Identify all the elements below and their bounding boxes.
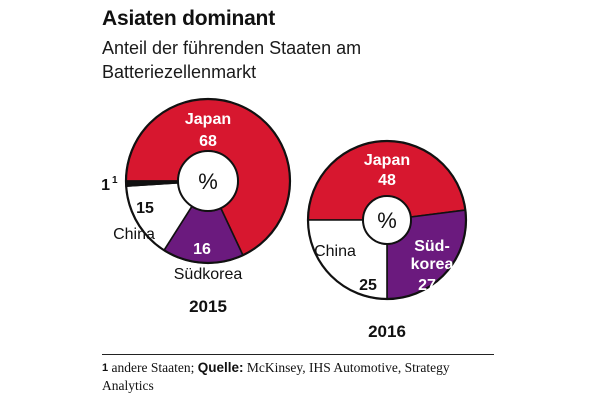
slice-value-label: 48 bbox=[378, 172, 396, 189]
slice-value-label: 16 bbox=[193, 241, 211, 258]
slice-name-label: Japan bbox=[185, 111, 231, 128]
slice-name-label: korea bbox=[411, 256, 454, 273]
donut-outer-ring-2015 bbox=[124, 97, 292, 265]
chart-title: Asiaten dominant bbox=[102, 7, 275, 30]
slice-name-label: China bbox=[113, 226, 155, 243]
footnote: 1 andere Staaten; Quelle: McKinsey, IHS … bbox=[102, 359, 497, 394]
source-text: McKinsey, IHS Automotive, Strategy Analy… bbox=[102, 360, 450, 393]
slice-value-label: 25 bbox=[359, 277, 377, 294]
footnote-marker: 1 bbox=[112, 175, 118, 186]
slice-name-label: Südkorea bbox=[174, 266, 243, 283]
slice-name-label: Süd- bbox=[414, 238, 450, 255]
slice-value-label: 1 bbox=[101, 177, 110, 194]
footnote-text: andere Staaten; bbox=[108, 360, 198, 375]
slice-value-label: 68 bbox=[199, 133, 217, 150]
footnote-number: 1 bbox=[102, 362, 109, 374]
center-percent-label: % bbox=[198, 169, 218, 194]
slice-value-label: 15 bbox=[136, 200, 154, 217]
chart-subtitle: Anteil der führenden Staaten am Batterie… bbox=[102, 38, 362, 82]
donut-hole-2015 bbox=[177, 150, 239, 212]
slice-name-label: China bbox=[314, 243, 356, 260]
source-label: Quelle: bbox=[197, 360, 244, 375]
footer-divider bbox=[102, 354, 494, 355]
donut-outer-ring-2016 bbox=[306, 139, 468, 301]
year-label-2015: 2015 bbox=[189, 297, 227, 316]
center-percent-label: % bbox=[377, 208, 397, 233]
slice-name-label: Japan bbox=[364, 152, 410, 169]
slice-value-label: 27 bbox=[418, 277, 436, 294]
donut-hole-2016 bbox=[362, 195, 412, 245]
year-label-2016: 2016 bbox=[368, 322, 406, 341]
